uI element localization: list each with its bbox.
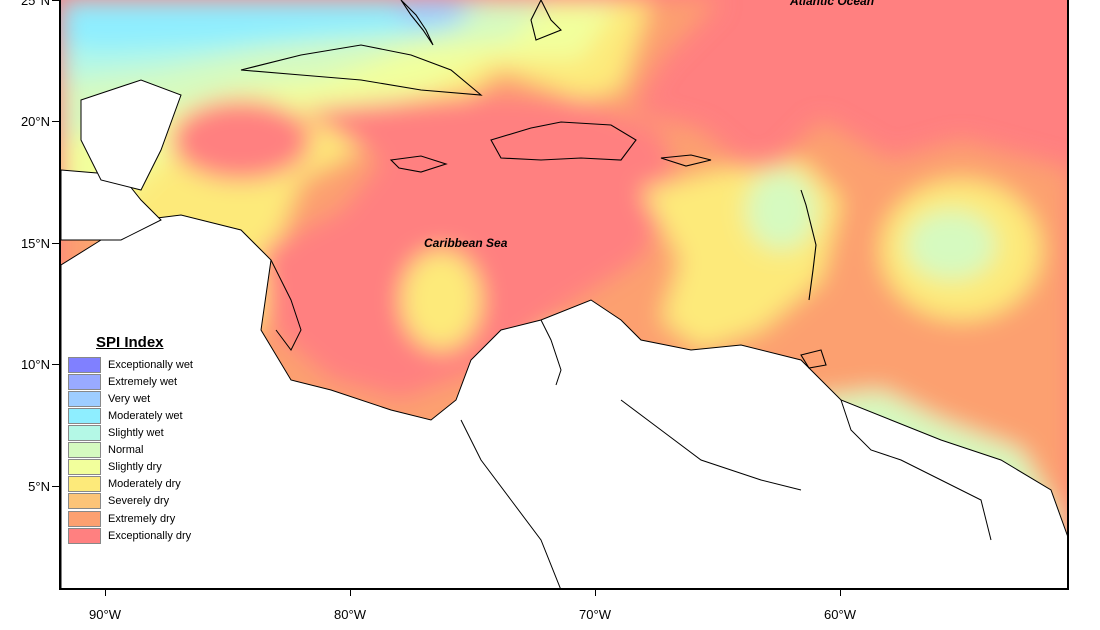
legend-swatch: [68, 459, 101, 476]
spi-zone-normal-antilles: [746, 170, 816, 250]
spi-zone-exceptionally-dry-yucatan: [171, 100, 311, 180]
legend-label: Exceptionally wet: [108, 358, 193, 371]
border-andes: [460, 419, 561, 588]
legend-label: Extremely wet: [108, 375, 178, 388]
lat-tick: [52, 121, 59, 122]
legend-label: Very wet: [108, 392, 151, 405]
lon-label-80w: 80°W: [334, 607, 366, 622]
lat-label-5n: 5°N: [28, 479, 50, 494]
legend-label: Normal: [108, 444, 144, 457]
lon-label-70w: 70°W: [579, 607, 611, 622]
legend-rows: Exceptionally wet Extremely wet Very wet Mo…: [68, 356, 238, 544]
island-cuba: [240, 44, 483, 96]
lat-label-10n: 10°N: [20, 357, 50, 372]
lat-tick: [52, 0, 59, 1]
coastline-details: [270, 259, 992, 588]
legend-swatch: [68, 425, 101, 442]
legend-item: Extremely wet: [68, 373, 238, 390]
spi-legend: SPI Index Exceptionally wet Extremely wet…: [68, 334, 238, 544]
island-puerto-rico: [660, 154, 712, 167]
legend-item: Slightly dry: [68, 459, 238, 476]
island-trinidad: [800, 349, 827, 369]
islands: [240, 0, 827, 369]
land-masses: [61, 79, 1067, 588]
lat-tick: [52, 486, 59, 487]
lat-tick: [52, 243, 59, 244]
lon-tick: [350, 590, 351, 596]
legend-item: Extremely dry: [68, 510, 238, 527]
legend-swatch: [68, 527, 101, 544]
lat-label-15n: 15°N: [20, 236, 50, 251]
legend-item: Normal: [68, 442, 238, 459]
caribbean-sea-label: Caribbean Sea: [424, 236, 508, 250]
lon-tick: [595, 590, 596, 596]
island-florida-tip: [400, 0, 434, 46]
legend-label: Slightly dry: [108, 461, 162, 474]
legend-swatch: [68, 356, 101, 373]
island-lesser-antilles-arc: [800, 189, 817, 301]
legend-item: Moderately wet: [68, 407, 238, 425]
legend-swatch: [68, 407, 101, 424]
border-guianas: [840, 399, 992, 541]
coast-nicaragua: [270, 259, 302, 351]
legend-label: Moderately wet: [108, 409, 183, 422]
lon-label-90w: 90°W: [89, 607, 121, 622]
lon-tick: [105, 590, 106, 596]
spi-zone-moderately-dry-colombia: [401, 250, 481, 350]
legend-swatch: [68, 442, 101, 459]
spi-zone-moderately-wet-north: [61, 0, 461, 50]
legend-item: Very wet: [68, 390, 238, 407]
coast-maracaibo: [540, 319, 562, 386]
lat-tick: [52, 364, 59, 365]
map-frame: [59, 0, 1069, 590]
legend-title: SPI Index: [96, 334, 164, 351]
lon-label-60w: 60°W: [824, 607, 856, 622]
atlantic-ocean-label: Atlantic Ocean: [790, 0, 875, 8]
legend-swatch: [68, 390, 101, 407]
border-venezuela: [620, 399, 802, 491]
island-hispaniola: [490, 121, 637, 161]
lon-tick: [840, 590, 841, 596]
lat-label-20n: 20°N: [20, 114, 50, 129]
land-yucatan: [80, 79, 182, 191]
legend-item: Exceptionally wet: [68, 356, 238, 373]
legend-swatch: [68, 493, 101, 510]
lat-label-25n: 25°N: [20, 0, 50, 8]
legend-label: Slightly wet: [108, 427, 164, 440]
spi-zone-very-wet-florida: [396, 0, 466, 26]
legend-item: Slightly wet: [68, 425, 238, 442]
land-central-south-america: [61, 214, 1067, 588]
island-jamaica: [389, 155, 448, 173]
legend-label: Moderately dry: [108, 478, 181, 491]
spi-zone-exceptionally-dry-caribbean: [261, 95, 681, 400]
legend-label: Severely dry: [108, 495, 170, 508]
legend-label: Exceptionally dry: [108, 529, 192, 542]
legend-item: Moderately dry: [68, 476, 238, 493]
legend-label: Extremely dry: [108, 512, 176, 525]
legend-swatch: [68, 510, 101, 527]
spi-map: [61, 0, 1067, 588]
spi-zone-normal-atlantic: [906, 210, 996, 280]
island-bahamas: [530, 0, 562, 41]
legend-item: Exceptionally dry: [68, 527, 238, 544]
legend-swatch: [68, 476, 101, 493]
legend-swatch: [68, 373, 101, 390]
legend-item: Severely dry: [68, 493, 238, 510]
